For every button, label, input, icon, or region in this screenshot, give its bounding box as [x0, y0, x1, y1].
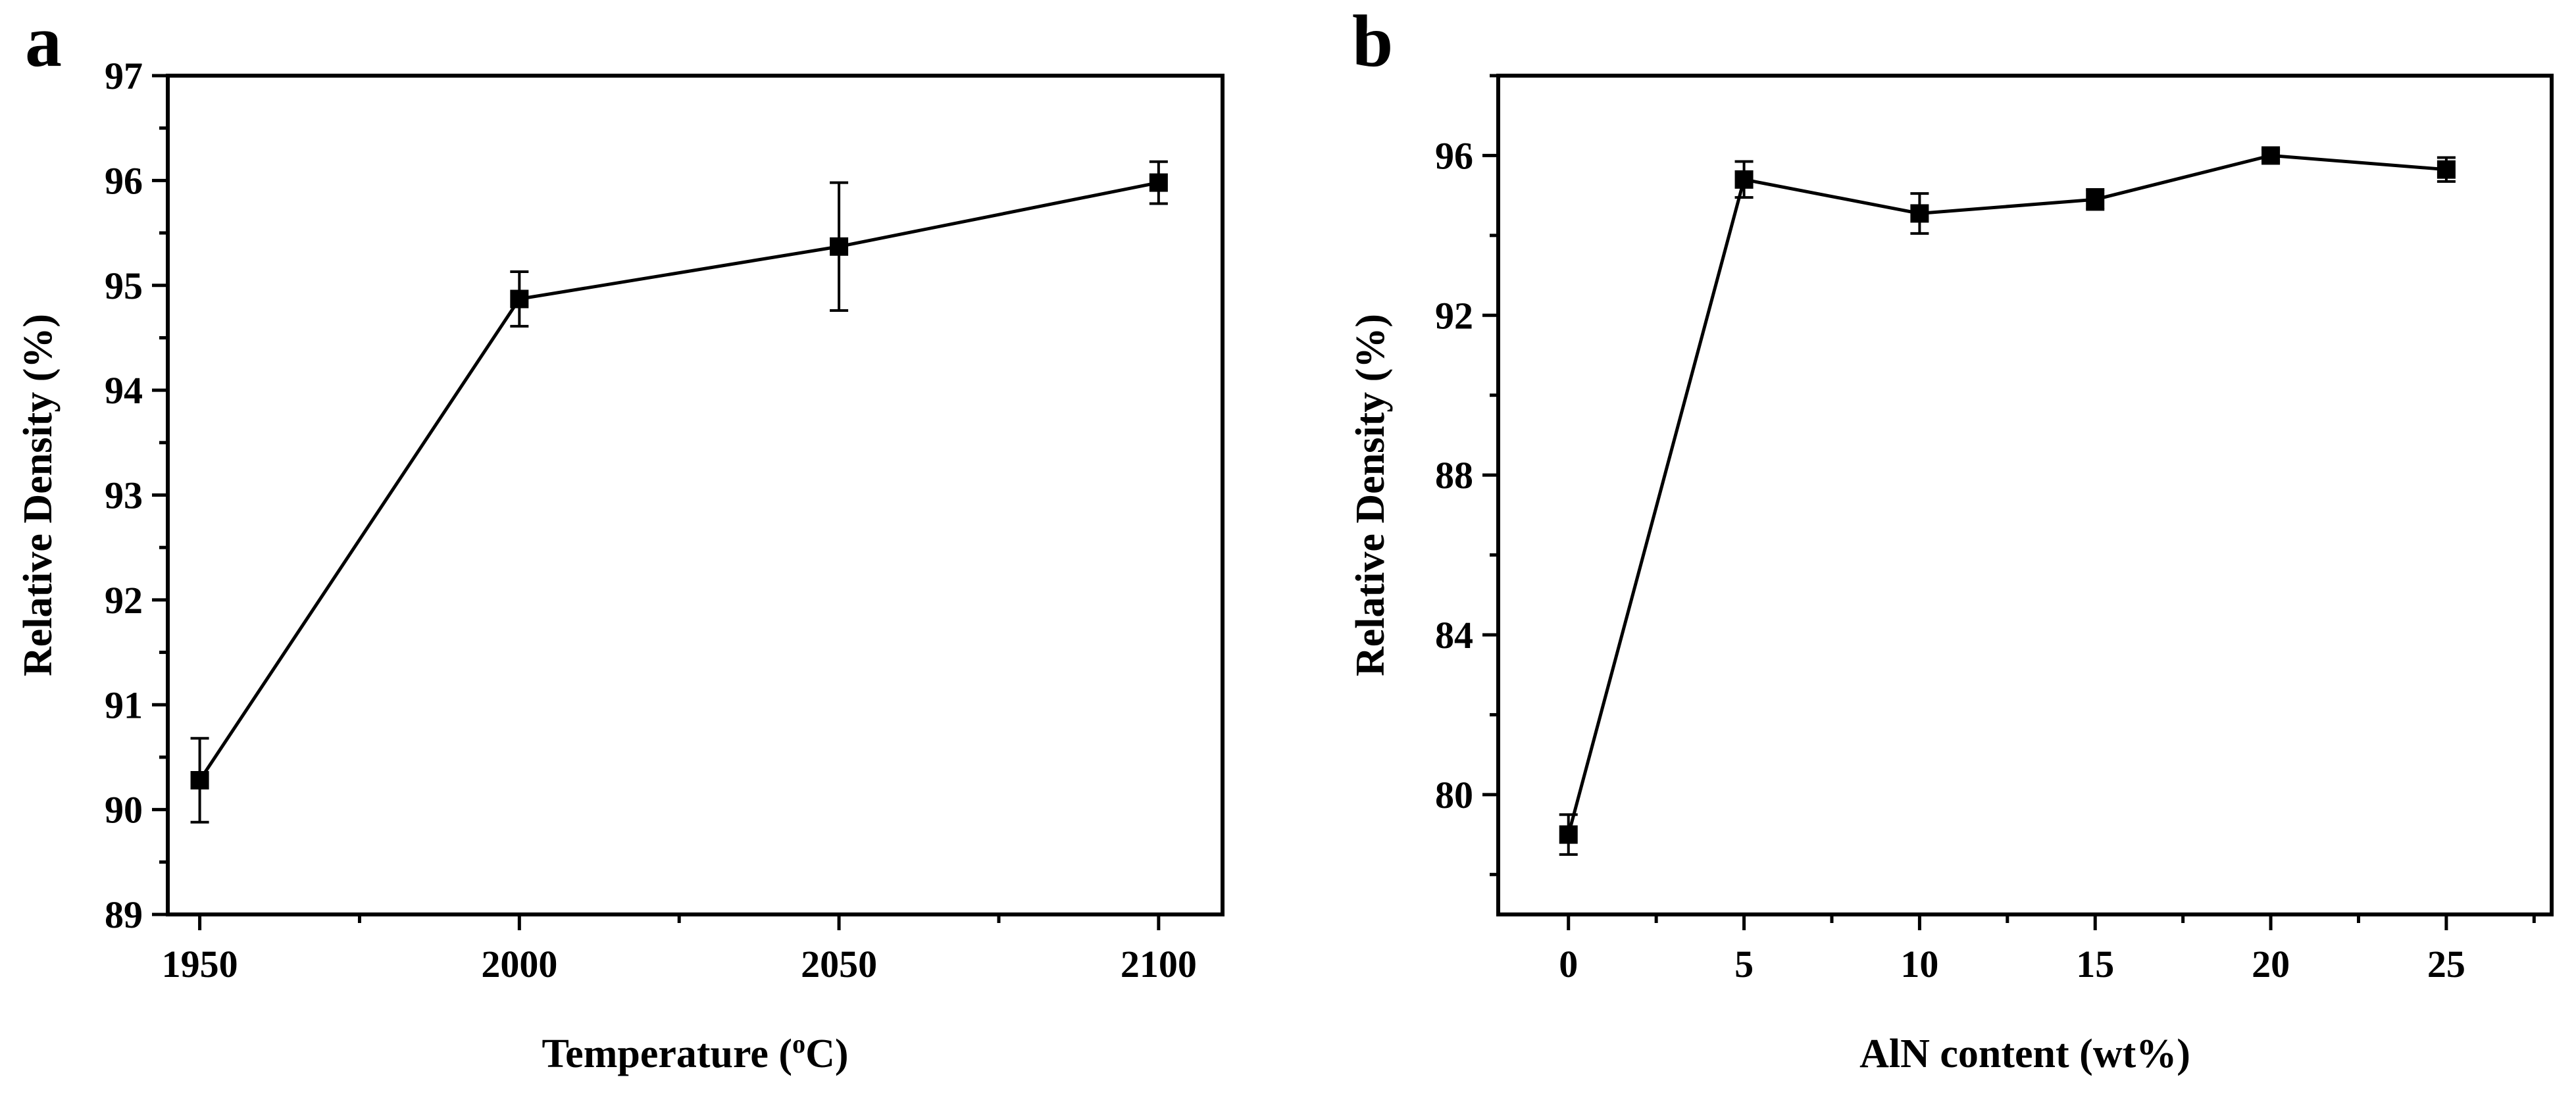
x-tick-label: 0: [1559, 943, 1578, 986]
panel-letter-b: b: [1352, 1, 1393, 82]
x-tick-label: 2000: [481, 943, 557, 986]
x-tick-label: 20: [2252, 943, 2290, 986]
series-line: [1567, 153, 2447, 836]
x-axis-title: AlN content (wt%): [1859, 1032, 2190, 1076]
x-tick-label: 2100: [1121, 943, 1197, 986]
data-point: [2261, 146, 2281, 165]
data-point: [2086, 190, 2105, 209]
data-point: [1910, 204, 1929, 223]
data-point: [830, 237, 849, 256]
x-axis-title: Temperature (oC): [542, 1029, 849, 1077]
y-tick-label: 88: [1435, 454, 1473, 497]
x-tick-label: 15: [2076, 943, 2114, 986]
x-tick-label: 2050: [801, 943, 877, 986]
chart-b: 0 5 10 15 20 25 80 84 88 92 96 Relative Density (%)…: [1348, 74, 2554, 1076]
y-tick-label: 84: [1435, 614, 1473, 657]
y-tick-label: 91: [105, 684, 143, 726]
data-point: [2437, 160, 2456, 179]
data-point: [1734, 170, 1754, 189]
x-tick-label: 10: [1900, 943, 1938, 986]
x-tick-label: 5: [1734, 943, 1754, 986]
y-tick-label: 93: [105, 474, 143, 517]
x-tick-label: 25: [2427, 943, 2465, 986]
x-tick-label: 1950: [162, 943, 238, 986]
y-tick-label: 92: [1435, 294, 1473, 337]
y-tick-label: 89: [105, 893, 143, 936]
y-tick-label: 94: [105, 369, 143, 412]
plot-frame: [1496, 74, 2554, 916]
data-point: [190, 771, 209, 789]
y-axis-title: Relative Density (%): [16, 314, 61, 676]
y-tick-label: 80: [1435, 774, 1473, 816]
chart-a: 1950 2000 2050 2100 89 90 91 92 93 94 95 96 97 Relati…: [16, 55, 1225, 1077]
y-tick-label: 96: [105, 159, 143, 202]
data-point: [1559, 825, 1578, 844]
y-axis-title: Relative Density (%): [1348, 314, 1393, 676]
y-tick-label: 96: [1435, 134, 1473, 177]
data-point: [1149, 173, 1168, 192]
panel-letter-a: a: [25, 1, 62, 82]
series-line: [198, 181, 1159, 782]
y-tick-label: 90: [105, 789, 143, 832]
data-point: [510, 289, 529, 309]
y-tick-label: 97: [105, 55, 143, 97]
y-tick-label: 92: [105, 579, 143, 622]
y-tick-label: 95: [105, 264, 143, 307]
